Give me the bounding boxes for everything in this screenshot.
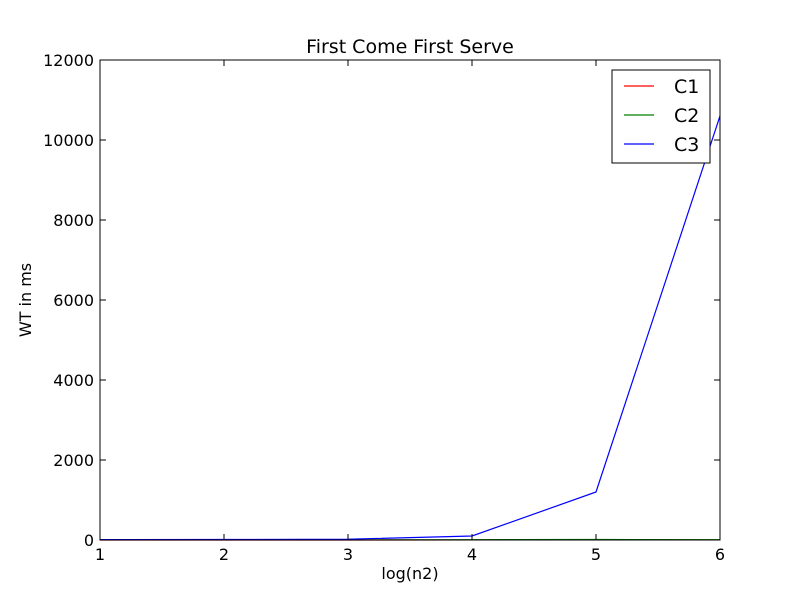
legend-label-c2: C2 [674,105,699,127]
y-tick-labels: 0 2000 4000 6000 8000 10000 12000 [43,51,94,550]
chart-title: First Come First Serve [306,36,514,58]
y-axis-label: WT in ms [16,263,35,337]
x-axis-label: log(n2) [381,564,438,583]
x-tick-label: 1 [95,545,105,564]
x-tick-label: 6 [715,545,725,564]
y-tick-label: 10000 [43,131,94,150]
x-tick-label: 2 [219,545,229,564]
legend: C1 C2 C3 [611,69,711,164]
plot-frame [99,59,721,541]
x-tick-label: 4 [467,545,477,564]
y-tick-label: 0 [84,531,94,550]
legend-label-c1: C1 [674,76,699,98]
x-tick-labels: 1 2 3 4 5 6 [95,545,725,564]
y-tick-label: 2000 [53,451,94,470]
x-tick-label: 3 [343,545,353,564]
y-tick-label: 12000 [43,51,94,70]
x-tick-label: 5 [591,545,601,564]
y-tick-label: 4000 [53,371,94,390]
y-tick-label: 8000 [53,211,94,230]
y-tick-label: 6000 [53,291,94,310]
legend-label-c3: C3 [674,134,699,156]
